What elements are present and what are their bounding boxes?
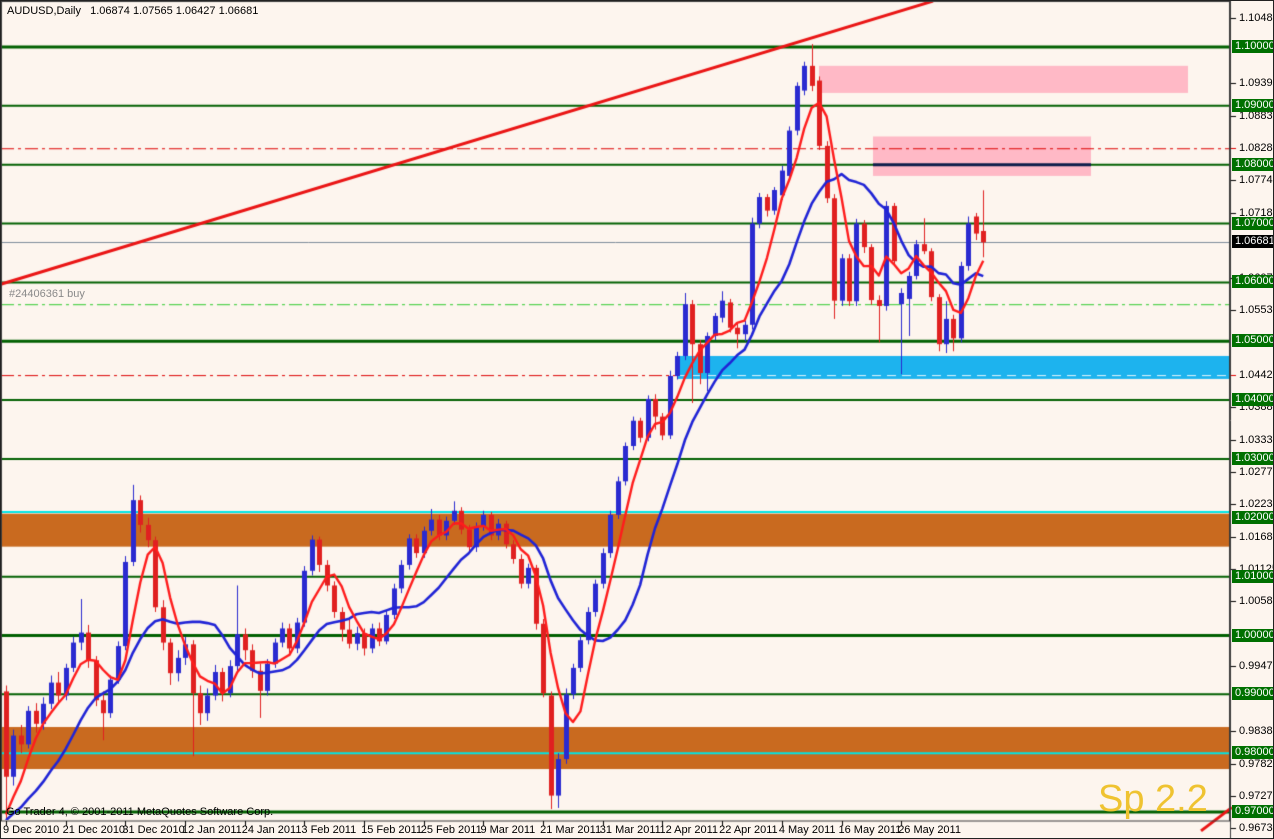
date-tick-label: 16 May 2011 <box>838 824 902 836</box>
platform-copyright: Go Trader 4, © 2001-2011 MetaQuotes Soft… <box>6 806 274 818</box>
date-tick-label: 3 Feb 2011 <box>301 824 357 836</box>
price-tick-label: 1.10485 <box>1239 12 1273 25</box>
date-tick-label: 12 Apr 2011 <box>659 824 718 836</box>
price-tick-label: 1.07740 <box>1239 174 1273 187</box>
price-level-label: 1.09000 <box>1232 98 1273 112</box>
price-tick-label: 0.96730 <box>1239 821 1273 834</box>
date-tick-label: 15 Feb 2011 <box>361 824 423 836</box>
chart-title: AUDUSD,Daily 1.06874 1.07565 1.06427 1.0… <box>7 5 259 17</box>
price-tick-label: 1.02235 <box>1239 497 1273 510</box>
watermark-text: Sp 2.2 <box>1098 778 1208 820</box>
price-level-label: 1.04000 <box>1232 393 1273 407</box>
date-tick-label: 21 Dec 2010 <box>62 824 126 836</box>
price-tick-label: 1.08280 <box>1239 142 1273 155</box>
price-tick-label: 1.02775 <box>1239 466 1273 479</box>
price-level-label: 0.97000 <box>1232 805 1273 819</box>
date-tick-label: 24 Jan 2011 <box>241 824 302 836</box>
open-order-label: #24406361 buy <box>9 288 85 300</box>
price-level-label: 0.98000 <box>1232 746 1273 760</box>
price-level-label: 1.10000 <box>1232 40 1273 54</box>
price-tick-label: 1.04425 <box>1239 369 1273 382</box>
date-tick-label: 9 Mar 2011 <box>480 824 536 836</box>
price-level-label: 0.99000 <box>1232 687 1273 701</box>
price-level-label: 1.07000 <box>1232 216 1273 230</box>
date-tick-label: 31 Dec 2010 <box>122 824 185 836</box>
price-tick-label: 1.08835 <box>1239 109 1273 122</box>
price-level-label: 1.00000 <box>1232 628 1273 642</box>
date-tick-label: 31 Mar 2011 <box>599 824 661 836</box>
date-tick-label: 26 May 2011 <box>898 824 961 836</box>
price-tick-label: 0.97825 <box>1239 757 1273 770</box>
date-tick-label: 12 Jan 2011 <box>182 824 242 836</box>
price-tick-label: 0.99475 <box>1239 660 1273 673</box>
date-tick-label: 4 May 2011 <box>778 824 836 836</box>
price-tick-label: 1.00585 <box>1239 595 1273 608</box>
price-tick-label: 1.07185 <box>1239 206 1273 219</box>
price-level-label: 1.01000 <box>1232 569 1273 583</box>
price-tick-label: 1.03330 <box>1239 433 1273 446</box>
date-tick-label: 21 Mar 2011 <box>540 824 602 836</box>
date-tick-label: 22 Apr 2011 <box>719 824 778 836</box>
price-tick-label: 1.01680 <box>1239 530 1273 543</box>
price-level-label: 1.06000 <box>1232 275 1273 289</box>
date-tick-label: 25 Feb 2011 <box>420 824 482 836</box>
price-tick-label: 1.05535 <box>1239 303 1273 316</box>
price-level-label: 1.02000 <box>1232 510 1273 524</box>
date-tick-label: 9 Dec 2010 <box>3 824 60 836</box>
price-tick-label: 1.09390 <box>1239 76 1273 89</box>
price-level-label: 1.05000 <box>1232 334 1273 348</box>
price-level-label: 1.03000 <box>1232 451 1273 465</box>
price-level-label: 1.08000 <box>1232 157 1273 171</box>
current-price-label: 1.06681 <box>1232 235 1273 249</box>
